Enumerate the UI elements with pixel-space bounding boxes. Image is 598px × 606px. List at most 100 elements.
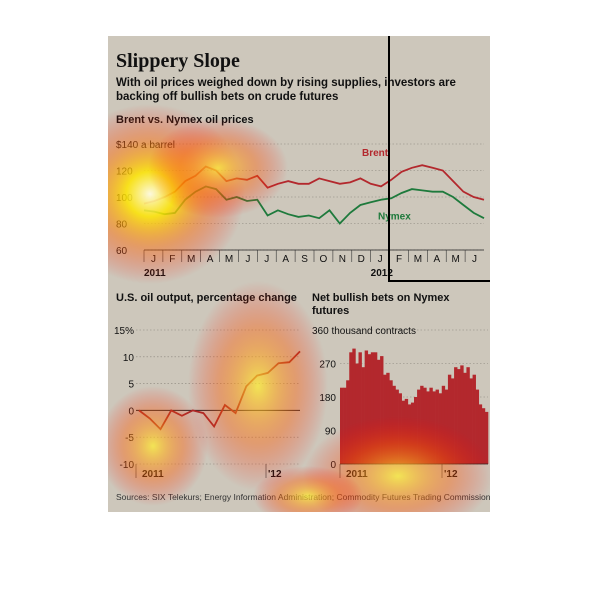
- bar: [466, 367, 470, 464]
- month-label: F: [169, 254, 175, 265]
- bar: [432, 391, 436, 464]
- subtitle: With oil prices weighed down by rising s…: [116, 77, 456, 103]
- month-label: J: [245, 254, 250, 265]
- y-tick-label: 0: [128, 406, 134, 417]
- bar: [441, 385, 446, 464]
- bar: [472, 374, 476, 464]
- y-tick-label: $140 a barrel: [116, 140, 175, 151]
- month-label: A: [207, 254, 214, 265]
- bar: [438, 393, 443, 464]
- bar: [367, 354, 372, 464]
- y-tick-label: 80: [116, 220, 128, 231]
- y-tick-label: 0: [330, 460, 336, 471]
- bar: [401, 400, 406, 464]
- month-label: M: [451, 254, 459, 265]
- infographic-panel: Slippery Slope With oil prices weighed d…: [108, 36, 490, 512]
- bets-chart-title: Net bullish bets on Nymex futures: [312, 292, 450, 317]
- series-line-nymex: [143, 185, 485, 225]
- bar: [407, 404, 412, 464]
- bar: [361, 367, 365, 464]
- x-tick-label: 2011: [142, 469, 164, 480]
- bar: [460, 365, 464, 464]
- y-tick-label: 360 thousand contracts: [312, 326, 416, 337]
- month-label: N: [339, 254, 346, 265]
- bar: [380, 356, 384, 464]
- bar: [475, 389, 480, 464]
- bar: [426, 391, 430, 464]
- bar: [346, 380, 350, 465]
- bar: [469, 378, 473, 464]
- y-tick-label: 5: [128, 380, 134, 391]
- year-label: 2011: [144, 268, 166, 279]
- month-label: J: [472, 254, 477, 265]
- y-tick-label: 180: [319, 393, 336, 404]
- bar: [358, 352, 362, 464]
- bar: [370, 352, 375, 464]
- y-tick-label: 15%: [114, 326, 134, 337]
- output-chart-title: U.S. oil output, percentage change: [116, 292, 297, 304]
- y-tick-label: 90: [325, 427, 337, 438]
- bar: [349, 352, 353, 464]
- bar: [478, 404, 483, 464]
- bar: [484, 411, 489, 464]
- bar: [352, 348, 356, 464]
- month-label: S: [301, 254, 308, 265]
- bar: [340, 387, 344, 464]
- bar: [451, 378, 455, 464]
- month-label: F: [396, 254, 402, 265]
- legend-label-brent: Brent: [362, 148, 389, 159]
- x-tick-label: '12: [268, 469, 282, 480]
- bar: [414, 397, 418, 464]
- series-line-brent: [143, 164, 485, 205]
- bar: [392, 385, 396, 464]
- bar: [423, 387, 427, 464]
- y-tick-label: 10: [123, 353, 135, 364]
- bar: [383, 374, 387, 464]
- y-tick-label: 270: [319, 360, 336, 371]
- month-label: J: [264, 254, 269, 265]
- output-chart: 15% 10 5 0 -5 -10 2011 '12: [114, 326, 301, 480]
- year-label: 2012: [371, 268, 394, 279]
- bar: [420, 385, 424, 464]
- month-label: O: [320, 254, 328, 265]
- bar: [481, 408, 486, 464]
- x-tick-label: 2011: [346, 469, 368, 480]
- bar: [386, 372, 390, 464]
- month-label: A: [282, 254, 289, 265]
- month-label: M: [225, 254, 233, 265]
- bar: [389, 380, 393, 465]
- bar: [377, 359, 381, 464]
- bar: [373, 352, 378, 464]
- bets-chart: 360 thousand contracts 270 180 90 0 2011 '12: [312, 326, 489, 480]
- x-tick-label: '12: [444, 469, 458, 480]
- bar: [417, 389, 421, 464]
- bar: [463, 372, 467, 464]
- page-title: Slippery Slope: [116, 50, 240, 72]
- month-label: D: [358, 254, 365, 265]
- bar: [355, 363, 359, 464]
- y-tick-label: 120: [116, 167, 133, 178]
- bar: [395, 389, 399, 464]
- y-tick-label: -5: [125, 433, 134, 444]
- bar: [435, 389, 439, 464]
- bar: [444, 389, 449, 464]
- price-chart-title: Brent vs. Nymex oil prices: [116, 114, 254, 126]
- month-label: A: [433, 254, 440, 265]
- series-line-output: [138, 350, 301, 431]
- bar: [398, 393, 402, 464]
- bar: [364, 350, 369, 464]
- bar: [429, 387, 433, 464]
- legend-label-nymex: Nymex: [378, 212, 411, 223]
- month-label: M: [187, 254, 195, 265]
- y-tick-label: -10: [120, 460, 135, 471]
- bar: [410, 402, 415, 464]
- month-label: M: [414, 254, 422, 265]
- source-note: Sources: SIX Telekurs; Energy Informatio…: [116, 492, 490, 502]
- bar: [404, 398, 409, 464]
- month-label: J: [151, 254, 156, 265]
- month-label: J: [378, 254, 383, 265]
- bar: [343, 387, 347, 464]
- y-tick-label: 100: [116, 193, 133, 204]
- bar: [447, 374, 452, 464]
